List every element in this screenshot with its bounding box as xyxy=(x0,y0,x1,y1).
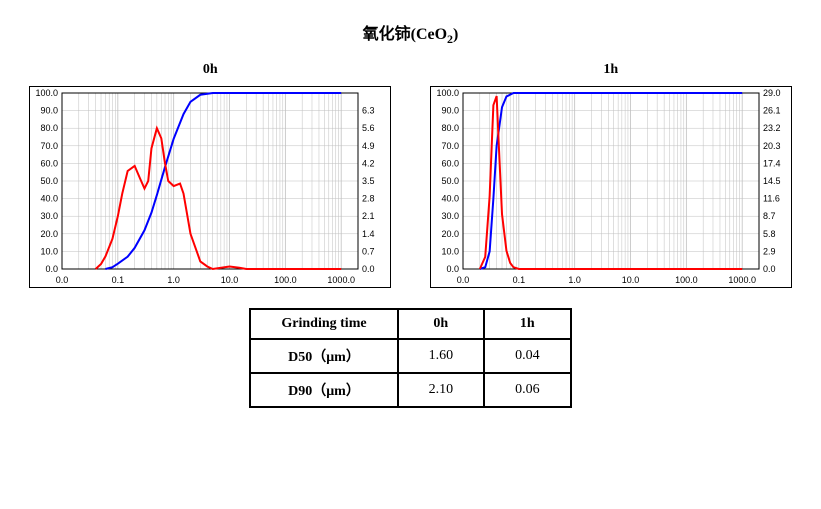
svg-text:1.4: 1.4 xyxy=(362,229,375,239)
table-header-row: Grinding time 0h 1h xyxy=(250,309,570,339)
table-row-label: D50（μm） xyxy=(250,339,397,373)
table-row: D90（μm） 2.10 0.06 xyxy=(250,373,570,407)
svg-text:1000.0: 1000.0 xyxy=(328,275,356,285)
svg-text:3.5: 3.5 xyxy=(362,176,375,186)
svg-text:80.0: 80.0 xyxy=(41,123,59,133)
svg-text:0.0: 0.0 xyxy=(456,275,469,285)
svg-text:0.7: 0.7 xyxy=(362,247,375,257)
table-header: 0h xyxy=(398,309,485,339)
data-table: Grinding time 0h 1h D50（μm） 1.60 0.04 D9… xyxy=(249,308,571,408)
table-cell: 1.60 xyxy=(398,339,485,373)
table-row-label: D90（μm） xyxy=(250,373,397,407)
svg-text:90.0: 90.0 xyxy=(441,106,459,116)
chart-left-block: 0h 0.0 0.1 1.0 10.0 100.0 1000.0 0.0 10.0 20.0 30… xyxy=(20,62,401,288)
chart-right-title: 1h xyxy=(603,62,618,78)
svg-text:40.0: 40.0 xyxy=(441,194,459,204)
table-cell: 2.10 xyxy=(398,373,485,407)
svg-text:0.0: 0.0 xyxy=(763,264,776,274)
svg-text:60.0: 60.0 xyxy=(41,159,59,169)
svg-text:70.0: 70.0 xyxy=(441,141,459,151)
svg-text:6.3: 6.3 xyxy=(362,106,375,116)
svg-text:100.0: 100.0 xyxy=(274,275,297,285)
svg-text:20.0: 20.0 xyxy=(41,229,59,239)
svg-text:10.0: 10.0 xyxy=(221,275,239,285)
svg-text:20.0: 20.0 xyxy=(441,229,459,239)
charts-row: 0h 0.0 0.1 1.0 10.0 100.0 1000.0 0.0 10.0 20.0 30… xyxy=(20,62,801,288)
svg-text:4.9: 4.9 xyxy=(362,141,375,151)
svg-text:0.0: 0.0 xyxy=(56,275,69,285)
svg-text:23.2: 23.2 xyxy=(763,123,781,133)
svg-text:100.0: 100.0 xyxy=(436,88,459,98)
svg-text:5.6: 5.6 xyxy=(362,123,375,133)
table-row: D50（μm） 1.60 0.04 xyxy=(250,339,570,373)
svg-text:8.7: 8.7 xyxy=(763,211,776,221)
svg-text:70.0: 70.0 xyxy=(41,141,59,151)
svg-text:14.5: 14.5 xyxy=(763,176,781,186)
svg-text:26.1: 26.1 xyxy=(763,106,781,116)
svg-text:1000.0: 1000.0 xyxy=(728,275,756,285)
svg-text:11.6: 11.6 xyxy=(763,194,780,204)
svg-text:50.0: 50.0 xyxy=(41,176,59,186)
svg-text:29.0: 29.0 xyxy=(763,88,781,98)
svg-text:10.0: 10.0 xyxy=(441,247,459,257)
title-text: 氧化铈(CeO xyxy=(363,26,447,43)
svg-text:30.0: 30.0 xyxy=(41,211,59,221)
svg-text:2.9: 2.9 xyxy=(763,247,776,257)
table-header: 1h xyxy=(484,309,571,339)
title-close: ) xyxy=(453,26,458,43)
svg-text:4.2: 4.2 xyxy=(362,159,375,169)
svg-text:60.0: 60.0 xyxy=(441,159,459,169)
svg-text:20.3: 20.3 xyxy=(763,141,781,151)
svg-text:5.8: 5.8 xyxy=(763,229,776,239)
chart-right-block: 1h 0.0 0.1 1.0 10.0 100.0 1000.0 0.0 10.0 20.0 30… xyxy=(421,62,802,288)
table-cell: 0.04 xyxy=(484,339,571,373)
svg-text:80.0: 80.0 xyxy=(441,123,459,133)
page-title: 氧化铈(CeO2) xyxy=(20,20,801,47)
svg-text:1.0: 1.0 xyxy=(568,275,581,285)
table-header: Grinding time xyxy=(250,309,397,339)
svg-text:30.0: 30.0 xyxy=(441,211,459,221)
svg-text:100.0: 100.0 xyxy=(675,275,698,285)
chart-left-title: 0h xyxy=(203,62,218,78)
svg-text:2.8: 2.8 xyxy=(362,194,375,204)
svg-text:40.0: 40.0 xyxy=(41,194,59,204)
svg-text:10.0: 10.0 xyxy=(621,275,639,285)
svg-text:90.0: 90.0 xyxy=(41,106,59,116)
svg-text:0.0: 0.0 xyxy=(446,264,459,274)
svg-text:50.0: 50.0 xyxy=(441,176,459,186)
svg-text:0.1: 0.1 xyxy=(512,275,525,285)
table-cell: 0.06 xyxy=(484,373,571,407)
svg-text:2.1: 2.1 xyxy=(362,211,375,221)
chart-left: 0.0 0.1 1.0 10.0 100.0 1000.0 0.0 10.0 20.0 30.0 4… xyxy=(29,86,391,288)
svg-text:10.0: 10.0 xyxy=(41,247,59,257)
chart-right: 0.0 0.1 1.0 10.0 100.0 1000.0 0.0 10.0 20.0 30.0 4… xyxy=(430,86,792,288)
svg-text:0.0: 0.0 xyxy=(46,264,59,274)
svg-text:0.0: 0.0 xyxy=(362,264,375,274)
svg-text:1.0: 1.0 xyxy=(168,275,181,285)
svg-text:17.4: 17.4 xyxy=(763,159,781,169)
svg-text:100.0: 100.0 xyxy=(36,88,59,98)
svg-text:0.1: 0.1 xyxy=(112,275,125,285)
